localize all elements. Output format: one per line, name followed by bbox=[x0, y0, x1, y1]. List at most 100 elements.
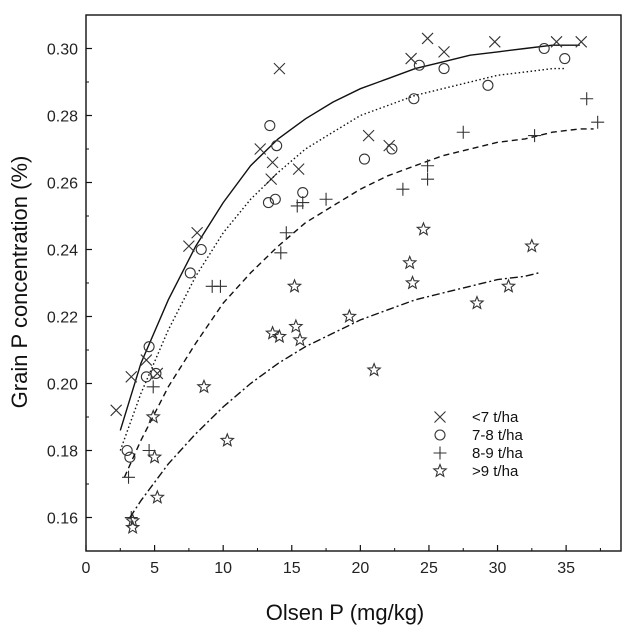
data-point-x bbox=[292, 163, 305, 175]
legend-label: >9 t/ha bbox=[472, 463, 519, 480]
y-tick-label: 0.30 bbox=[47, 42, 78, 59]
x-tick-label: 30 bbox=[489, 560, 507, 577]
data-point-circle bbox=[438, 63, 450, 75]
data-point-circle bbox=[358, 153, 371, 165]
y-axis-title: Grain P concentration (%) bbox=[7, 156, 32, 409]
legend-label: <7 t/ha bbox=[472, 409, 519, 426]
legend-circle-icon bbox=[434, 429, 446, 441]
data-point-plus bbox=[296, 196, 310, 210]
data-point-circle bbox=[121, 444, 133, 457]
data-point-x bbox=[151, 367, 164, 380]
data-point-circle bbox=[124, 451, 136, 463]
legend-x-icon bbox=[434, 411, 446, 423]
data-point-circle bbox=[269, 193, 281, 205]
x-tick-label: 20 bbox=[351, 560, 369, 577]
series-4 bbox=[125, 221, 540, 535]
legend-label: 8-9 t/ha bbox=[472, 445, 524, 462]
data-point-x bbox=[182, 240, 195, 253]
x-tick-label: 15 bbox=[283, 560, 301, 577]
y-tick-label: 0.22 bbox=[47, 310, 78, 327]
data-point-star bbox=[524, 238, 540, 253]
x-axis-title: Olsen P (mg/kg) bbox=[266, 600, 425, 625]
data-point-plus bbox=[279, 226, 293, 240]
data-point-star bbox=[145, 408, 161, 424]
fit-curve-dashed bbox=[123, 128, 594, 478]
fit-curve-dashdot bbox=[129, 272, 539, 518]
legend-plus-icon bbox=[433, 446, 447, 460]
data-point-circle bbox=[482, 79, 494, 91]
y-tick-label: 0.18 bbox=[47, 444, 78, 461]
data-point-star bbox=[500, 278, 517, 293]
x-tick-label: 25 bbox=[420, 560, 438, 577]
data-point-x bbox=[575, 35, 588, 48]
data-point-plus bbox=[146, 380, 160, 394]
data-point-circle bbox=[297, 187, 309, 199]
data-point-plus bbox=[274, 246, 288, 260]
data-point-circle bbox=[195, 243, 207, 256]
data-point-star bbox=[271, 328, 288, 344]
data-point-star bbox=[402, 254, 418, 270]
data-point-star bbox=[149, 489, 165, 504]
data-point-plus bbox=[456, 125, 470, 139]
data-point-x bbox=[438, 45, 450, 58]
data-point-plus bbox=[421, 159, 435, 173]
data-point-circle bbox=[538, 42, 550, 55]
data-point-plus bbox=[122, 470, 136, 484]
data-point-circle bbox=[271, 140, 283, 152]
data-point-x bbox=[362, 129, 375, 142]
x-tick-label: 10 bbox=[214, 560, 232, 577]
data-point-star bbox=[219, 432, 235, 447]
data-point-plus bbox=[580, 92, 594, 106]
plot-frame bbox=[85, 14, 622, 552]
data-point-plus bbox=[213, 279, 227, 293]
data-point-plus bbox=[396, 182, 410, 196]
data-point-star bbox=[366, 362, 382, 377]
data-point-x bbox=[110, 404, 123, 417]
data-point-star bbox=[292, 331, 308, 347]
data-point-circle bbox=[559, 52, 571, 65]
data-point-x bbox=[266, 156, 279, 169]
legend: <7 t/ha7-8 t/ha8-9 t/ha>9 t/ha bbox=[432, 409, 524, 480]
data-point-circle bbox=[413, 59, 425, 71]
data-point-star bbox=[469, 295, 485, 310]
marks-layer: 0 5 10 15 20 25 30 35 0.16 0.18 0.20 0.22 0.24 0.26 0.… bbox=[47, 14, 622, 577]
data-point-x bbox=[273, 62, 286, 75]
series-2 bbox=[119, 42, 571, 463]
data-point-plus bbox=[421, 172, 435, 186]
data-point-circle bbox=[386, 143, 398, 155]
x-tick-label: 35 bbox=[557, 560, 575, 577]
y-tick-label: 0.26 bbox=[47, 176, 78, 193]
data-point-plus bbox=[290, 199, 304, 213]
data-point-star bbox=[125, 519, 141, 535]
y-tick-label: 0.24 bbox=[47, 243, 78, 260]
data-point-x bbox=[550, 35, 563, 48]
y-tick-label: 0.20 bbox=[47, 377, 78, 394]
data-point-star bbox=[341, 308, 358, 323]
data-point-x bbox=[383, 139, 396, 152]
data-point-circle bbox=[262, 197, 274, 209]
data-point-x bbox=[140, 354, 153, 366]
series-3 bbox=[122, 92, 605, 524]
data-point-circle bbox=[150, 367, 162, 380]
data-point-circle bbox=[264, 120, 276, 132]
x-tick-label: 0 bbox=[82, 560, 91, 577]
data-point-star bbox=[264, 325, 281, 340]
data-point-star bbox=[415, 221, 432, 236]
series-1 bbox=[110, 32, 588, 431]
data-point-plus bbox=[528, 129, 542, 143]
data-point-circle bbox=[408, 93, 420, 105]
legend-label: 7-8 t/ha bbox=[472, 427, 524, 444]
fit-curve-dotted bbox=[119, 67, 567, 451]
y-tick-label: 0.28 bbox=[47, 109, 78, 126]
data-point-x bbox=[125, 370, 138, 383]
y-tick-label: 0.16 bbox=[47, 511, 78, 528]
x-tick-label: 5 bbox=[150, 560, 159, 577]
data-point-star bbox=[125, 512, 141, 528]
data-point-star bbox=[404, 274, 421, 290]
data-point-star bbox=[196, 378, 212, 394]
data-point-x bbox=[191, 226, 204, 239]
data-point-star bbox=[286, 278, 303, 293]
data-point-star bbox=[146, 449, 163, 464]
data-point-plus bbox=[319, 192, 333, 206]
